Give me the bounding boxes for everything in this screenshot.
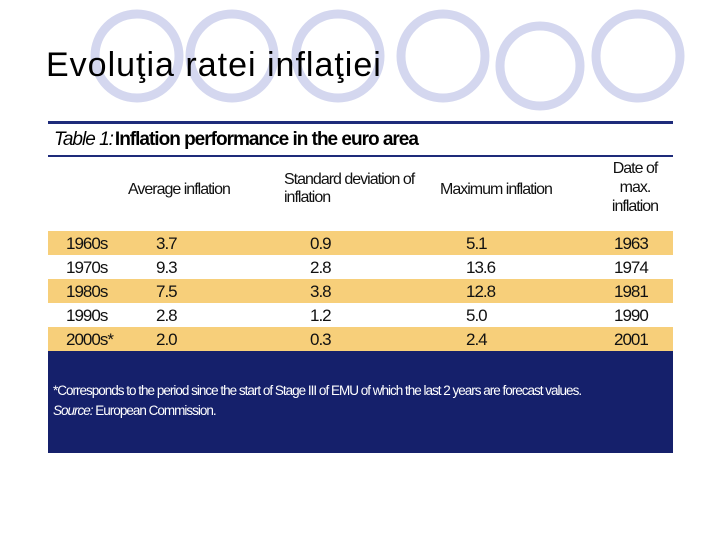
decor-circle [396, 9, 490, 103]
table-row: 1960s 3.7 0.9 5.1 1963 [48, 231, 673, 255]
cell-decade: 2000s* [66, 330, 114, 349]
decor-circle [185, 9, 279, 103]
cell-date: 1963 [614, 234, 649, 253]
cell-std-dev: 1.2 [310, 306, 332, 325]
top-rule [48, 121, 673, 124]
cell-decade: 1990s [66, 306, 108, 325]
header-std-deviation: Standard deviation of inflation [284, 171, 415, 206]
table-heading: Table 1: Inflation performance in the eur… [54, 129, 419, 151]
cell-average: 3.7 [156, 234, 178, 253]
cell-date: 1990 [614, 306, 649, 325]
decor-circle [591, 9, 685, 103]
cell-average: 2.8 [156, 306, 178, 325]
table-body: 1960s 3.7 0.9 5.1 1963 1970s 9.3 2.8 13.… [48, 231, 673, 351]
decor-circle [291, 9, 385, 103]
cell-std-dev: 0.9 [310, 234, 332, 253]
source-value: European Commission. [95, 403, 216, 418]
cell-date: 1981 [614, 282, 649, 301]
table-heading-lead: Table 1: [54, 129, 114, 150]
cell-maximum: 5.1 [466, 234, 488, 253]
decorative-circles [90, 9, 685, 111]
table-footer: *Corresponds to the period since the sta… [48, 351, 673, 453]
decor-circle [495, 21, 585, 111]
cell-date: 2001 [614, 330, 649, 349]
cell-maximum: 12.8 [466, 282, 496, 301]
inflation-table: Table 1: Inflation performance in the eur… [48, 121, 673, 453]
decor-circle [90, 9, 184, 103]
cell-std-dev: 0.3 [310, 330, 332, 349]
header-maximum-inflation: Maximum inflation [440, 181, 553, 198]
header-date-of-max: Date of max. inflation [611, 160, 659, 215]
slide-title: Evoluţia ratei inflaţiei [46, 46, 382, 84]
header-average-inflation: Average inflation [128, 181, 231, 198]
cell-average: 9.3 [156, 258, 178, 277]
table-heading-main: Inflation performance in the euro area [114, 129, 419, 150]
source-label: Source: [53, 403, 94, 418]
cell-std-dev: 3.8 [310, 282, 332, 301]
table-row: 2000s* 2.0 0.3 2.4 2001 [48, 327, 673, 351]
source-line: Source: European Commission. [53, 403, 217, 418]
table-row: 1980s 7.5 3.8 12.8 1981 [48, 279, 673, 303]
cell-decade: 1970s [66, 258, 108, 277]
cell-std-dev: 2.8 [310, 258, 332, 277]
cell-average: 7.5 [156, 282, 178, 301]
cell-maximum: 5.0 [466, 306, 488, 325]
cell-date: 1974 [614, 258, 649, 277]
table-row: 1970s 9.3 2.8 13.6 1974 [48, 255, 673, 279]
cell-maximum: 13.6 [466, 258, 496, 277]
footnote: *Corresponds to the period since the sta… [53, 383, 582, 398]
cell-decade: 1980s [66, 282, 108, 301]
table-row: 1990s 2.8 1.2 5.0 1990 [48, 303, 673, 327]
cell-average: 2.0 [156, 330, 178, 349]
cell-decade: 1960s [66, 234, 108, 253]
cell-maximum: 2.4 [466, 330, 488, 349]
title-rule [48, 155, 673, 157]
